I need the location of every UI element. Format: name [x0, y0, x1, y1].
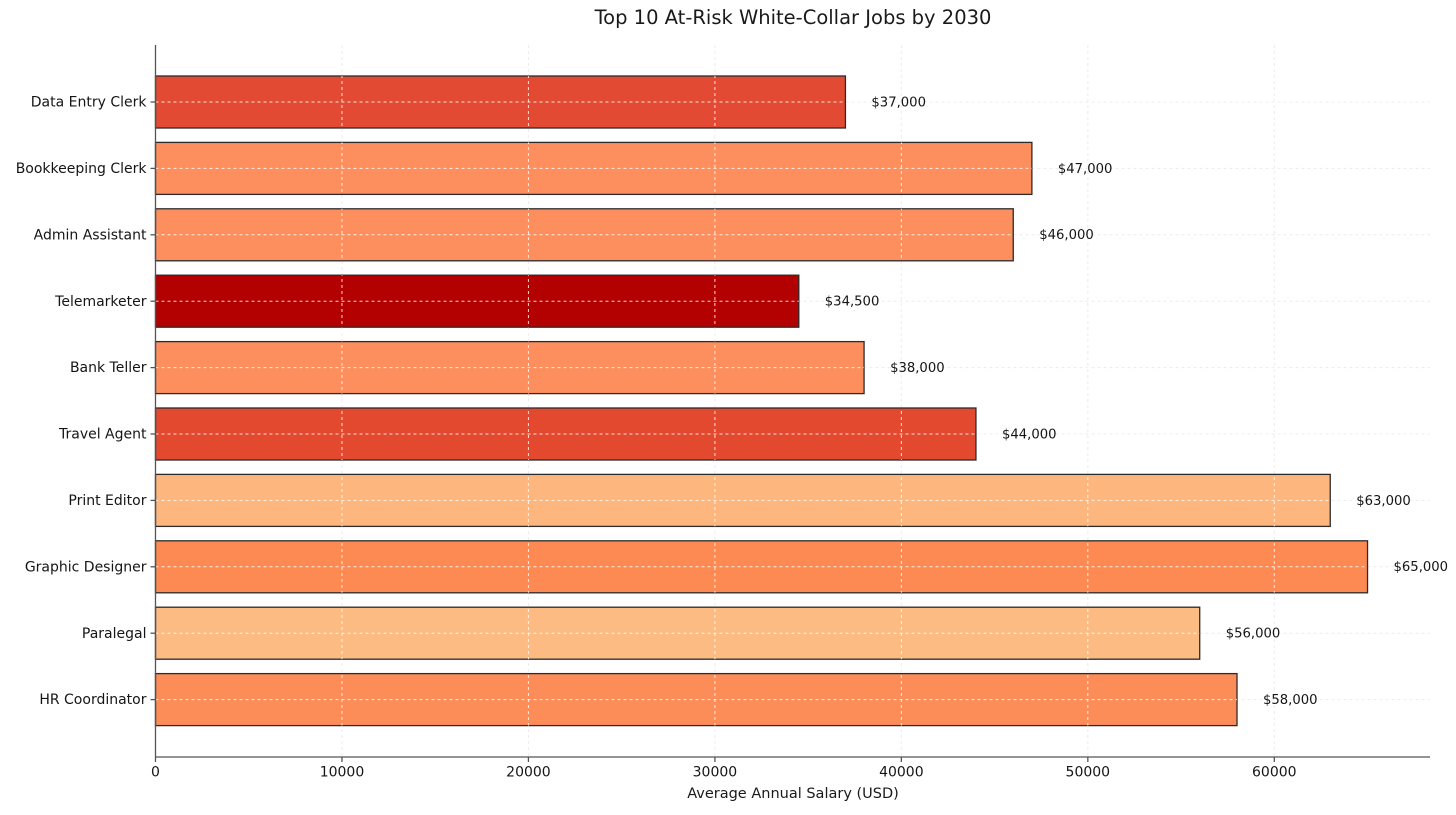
y-tick-label: Data Entry Clerk [31, 95, 148, 111]
x-tick-label: 50000 [1066, 765, 1111, 781]
value-label: $46,000 [1039, 228, 1094, 243]
y-tick-label: Travel Agent [58, 427, 147, 443]
value-label: $47,000 [1058, 162, 1113, 177]
value-label: $56,000 [1226, 627, 1281, 642]
chart-title: Top 10 At-Risk White-Collar Jobs by 2030 [594, 6, 992, 29]
value-label: $58,000 [1263, 693, 1318, 708]
value-label: $44,000 [1002, 427, 1057, 442]
y-tick-label: Admin Assistant [34, 227, 147, 243]
x-axis-label: Average Annual Salary (USD) [687, 786, 899, 802]
value-label: $63,000 [1356, 494, 1411, 509]
x-tick-label: 30000 [693, 765, 738, 781]
value-label: $37,000 [871, 95, 926, 110]
x-tick-label: 10000 [320, 765, 365, 781]
y-tick-label: Telemarketer [54, 294, 147, 310]
x-tick-label: 40000 [879, 765, 924, 781]
value-label: $38,000 [890, 361, 945, 376]
y-tick-label: HR Coordinator [39, 692, 146, 708]
y-tick-label: Bookkeeping Clerk [16, 161, 148, 177]
value-label: $65,000 [1394, 560, 1449, 575]
y-tick-label: Print Editor [68, 493, 146, 509]
value-label: $34,500 [825, 295, 880, 310]
y-tick-label: Graphic Designer [25, 559, 147, 575]
x-tick-label: 20000 [506, 765, 551, 781]
x-tick-label: 60000 [1252, 765, 1297, 781]
y-tick-label: Paralegal [82, 626, 147, 642]
x-tick-label: 0 [151, 765, 160, 781]
axes [150, 45, 1430, 762]
bars-group [154, 75, 1369, 727]
y-tick-label: Bank Teller [70, 360, 147, 376]
